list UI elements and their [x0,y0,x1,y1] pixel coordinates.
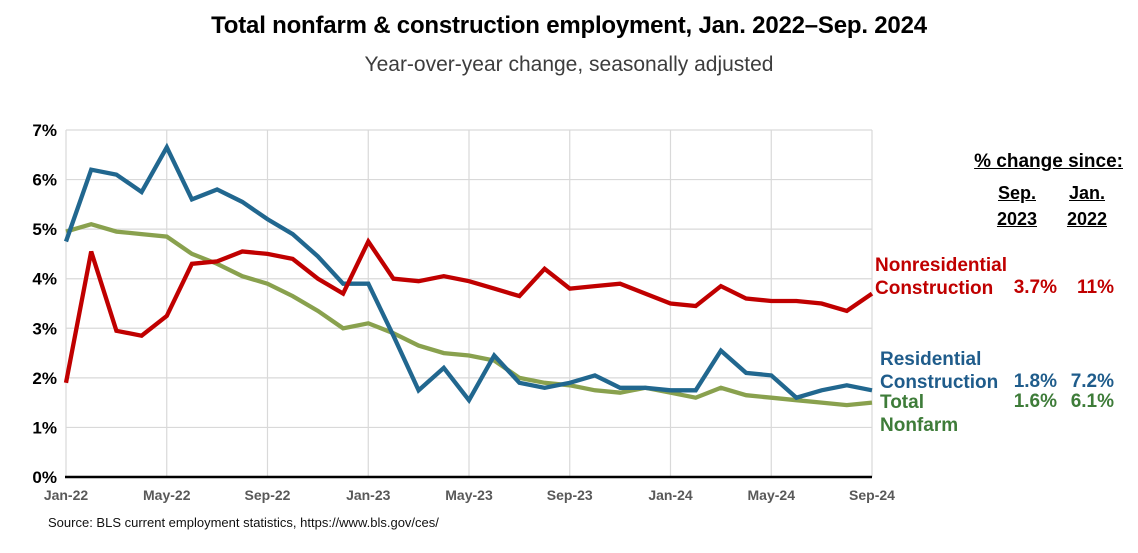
legend-label-line: Construction [875,278,994,299]
value-nonresidential-since-jan-2022: 11% [1077,277,1114,298]
legend-label-nonresidential-construction: Nonresidential Construction [875,254,1007,300]
page-title: Total nonfarm & construction employment,… [211,12,927,39]
y-axis-tick-label: 6% [32,171,57,190]
value-nonfarm-since-jan-2022: 6.1% [1070,391,1114,412]
legend-col-sep-line1: Sep. [997,183,1036,203]
legend-label-line: Nonresidential [875,255,1007,276]
x-axis-tick-label: Jan-24 [648,487,693,503]
legend-label-line: Nonfarm [880,415,959,436]
y-axis-tick-label: 4% [32,270,57,289]
x-axis-tick-label: May-22 [143,487,191,503]
legend-label-line: Construction [880,372,999,393]
x-axis-tick-label: Sep-23 [547,487,593,503]
legend-label-residential-construction: Residential Construction [880,348,998,394]
page-subtitle: Year-over-year change, seasonally adjust… [364,53,774,76]
y-axis-tick-label: 7% [32,121,57,140]
legend-label-line: Residential [880,349,982,370]
line-nonresidential [63,237,874,384]
legend-label-line: Total [880,392,924,413]
x-axis-tick-label: Sep-24 [849,487,895,503]
value-nonresidential-since-sep-2023: 3.7% [1013,277,1057,298]
source-note: Source: BLS current employment statistic… [48,515,439,530]
x-axis-tick-label: Jan-22 [44,487,89,503]
legend-col-sep-line2: 2023 [996,209,1038,229]
x-axis-tick-label: Sep-22 [245,487,291,503]
y-axis-tick-label: 3% [32,319,57,338]
legend-column-sep-2023: Sep. 2023 [984,180,1050,232]
legend-column-jan-2022: Jan. 2022 [1054,180,1120,232]
legend-col-jan-line1: Jan. [1068,183,1106,203]
value-residential-since-jan-2022: 7.2% [1070,371,1114,392]
y-axis-tick-label: 2% [32,369,57,388]
y-axis-tick-label: 0% [32,468,57,487]
x-axis-tick-label: May-24 [748,487,796,503]
legend-label-total-nonfarm: Total Nonfarm [880,391,958,437]
legend-header: % change since: [974,151,1123,172]
line-residential [63,142,873,405]
line-nonfarm [65,221,873,408]
y-axis-tick-label: 5% [32,220,57,239]
value-nonfarm-since-sep-2023: 1.6% [1013,391,1057,412]
legend-col-jan-line2: 2022 [1066,209,1108,229]
x-axis-tick-label: Jan-23 [346,487,391,503]
y-axis-tick-label: 1% [32,418,57,437]
value-residential-since-sep-2023: 1.8% [1013,371,1057,392]
x-axis-tick-label: May-23 [445,487,493,503]
